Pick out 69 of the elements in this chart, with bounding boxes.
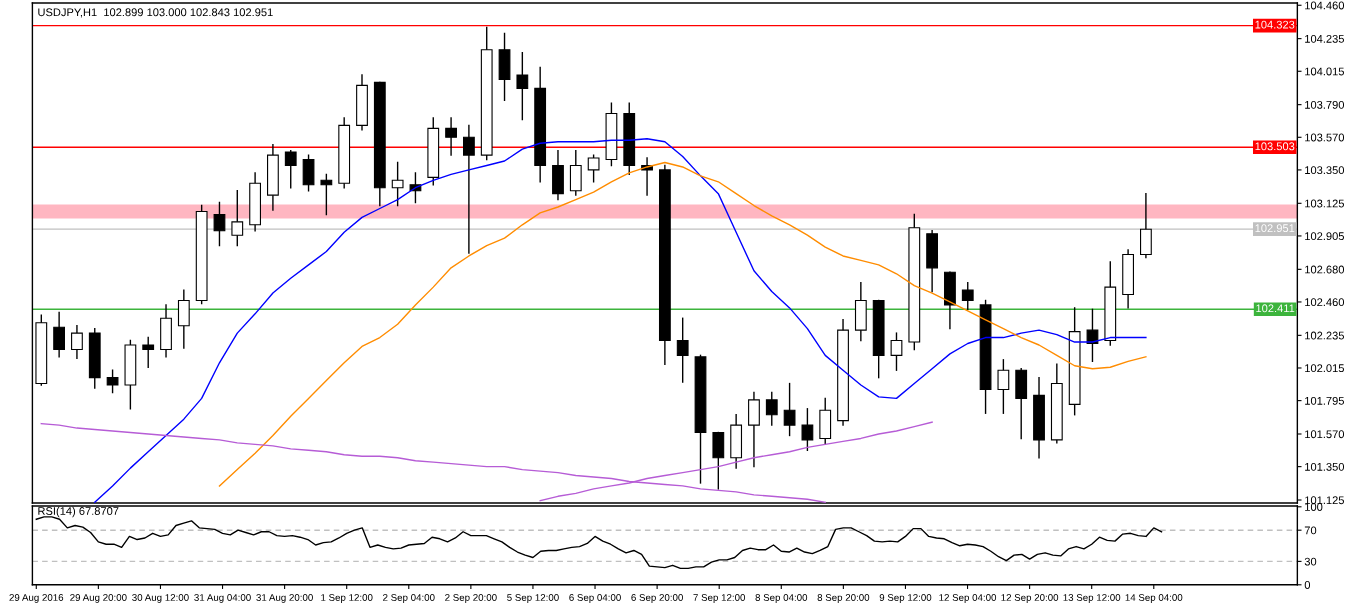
candlestick	[1086, 308, 1099, 362]
candlestick	[961, 281, 974, 311]
candlestick	[320, 173, 333, 216]
ref-line-label: 102.411	[1256, 304, 1295, 313]
candlestick	[71, 325, 83, 360]
y-tick-label: 102.905	[1305, 232, 1344, 241]
x-tick-label: 6 Sep 20:00	[631, 594, 683, 603]
candlestick	[391, 161, 404, 207]
y-tick-label: 104.460	[1305, 1, 1345, 10]
candlestick	[587, 154, 600, 183]
y-tick-label: 103.570	[1305, 133, 1345, 142]
candlestick	[462, 124, 475, 254]
y-tick-label: 103.350	[1305, 166, 1345, 175]
chart-title: USDJPY,H1 102.899 103.000 102.843 102.951	[38, 8, 273, 18]
candlestick	[142, 336, 155, 368]
candlestick	[801, 408, 814, 452]
y-tick-label: 0	[1304, 581, 1311, 589]
candlestick	[676, 317, 689, 383]
y-tick-label: 100	[1305, 503, 1323, 511]
x-tick-label: 31 Aug 20:00	[256, 594, 313, 603]
line-series	[218, 161, 1147, 487]
ref-line-label: 103.503	[1255, 142, 1295, 151]
candlestick	[783, 382, 796, 437]
x-tick-label: 5 Sep 12:00	[507, 594, 559, 603]
x-tick-label: 7 Sep 12:00	[693, 594, 746, 603]
y-tick-label: 103.790	[1305, 100, 1345, 109]
x-tick-label: 2 Sep 20:00	[445, 594, 497, 603]
x-tick-label: 29 Aug 20:00	[70, 594, 127, 603]
x-tick-label: 30 Aug 12:00	[132, 594, 189, 603]
candlestick	[231, 190, 244, 247]
x-tick-label: 2 Sep 04:00	[383, 594, 435, 603]
x-tick-label: 9 Sep 12:00	[879, 594, 932, 603]
ref-line-label: 102.951	[1255, 224, 1295, 233]
candlestick	[997, 359, 1010, 414]
ref-line-label: 104.323	[1255, 20, 1295, 29]
x-tick-label: 13 Sep 12:00	[1063, 594, 1121, 603]
y-tick-label: 30	[1304, 557, 1317, 566]
line-series	[35, 516, 1163, 570]
y-tick-label: 101.125	[1305, 496, 1344, 505]
x-tick-label: 14 Sep 04:00	[1125, 594, 1183, 603]
y-tick-label: 104.235	[1305, 34, 1344, 43]
candlestick	[284, 149, 297, 189]
y-tick-label: 102.235	[1305, 331, 1344, 340]
y-tick-label: 104.015	[1305, 67, 1344, 76]
x-tick-label: 12 Sep 04:00	[939, 594, 997, 603]
y-tick-label: 101.795	[1305, 396, 1344, 405]
x-tick-label: 1 Sep 12:00	[321, 594, 373, 603]
candlestick	[890, 332, 903, 371]
y-tick-label: 102.460	[1305, 298, 1345, 307]
x-tick-label: 29 Aug 2016	[9, 594, 64, 603]
y-tick-label: 70	[1304, 526, 1317, 535]
candlestick	[53, 311, 66, 358]
x-tick-label: 6 Sep 04:00	[569, 594, 621, 603]
candlestick	[445, 117, 457, 156]
x-tick-label: 12 Sep 20:00	[1001, 594, 1059, 603]
y-tick-label: 103.125	[1305, 199, 1344, 208]
line-series	[94, 138, 1147, 503]
x-tick-label: 8 Sep 20:00	[817, 594, 870, 603]
y-tick-label: 102.015	[1305, 364, 1344, 373]
candlestick	[213, 201, 226, 247]
candlestick	[106, 369, 119, 394]
x-tick-label: 8 Sep 04:00	[755, 594, 808, 603]
y-tick-label: 101.350	[1305, 462, 1345, 471]
y-tick-label: 101.570	[1305, 430, 1345, 439]
chart-title: RSI(14) 67.8707	[38, 506, 119, 518]
y-tick-label: 102.680	[1305, 265, 1345, 274]
x-tick-label: 31 Aug 04:00	[194, 594, 251, 603]
candlestick	[765, 391, 778, 426]
candlestick	[516, 52, 529, 121]
